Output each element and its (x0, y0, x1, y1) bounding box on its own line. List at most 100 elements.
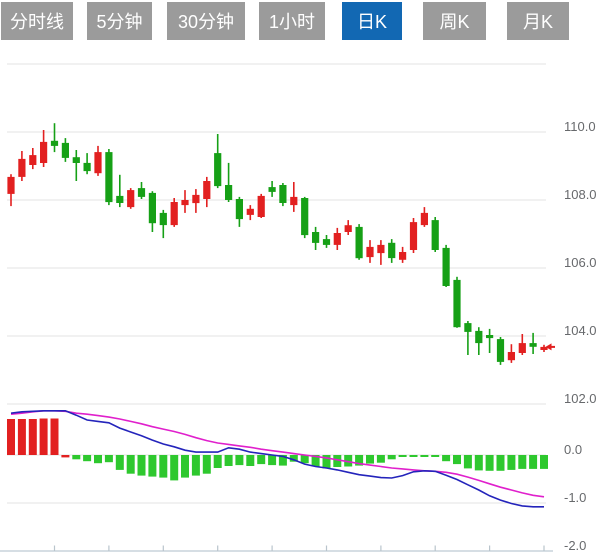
macd-axis-label: -1.0 (564, 490, 586, 505)
dea-line (10, 409, 545, 498)
candle-body (257, 195, 265, 217)
candle-body (279, 185, 287, 203)
macd-bar (376, 455, 385, 463)
macd-bar (289, 455, 298, 462)
macd-bar (507, 455, 516, 470)
candles (7, 123, 548, 365)
macd-bar (39, 418, 48, 455)
macd-bar (420, 455, 429, 457)
macd-bar (7, 419, 15, 455)
macd-bar (387, 455, 396, 460)
macd-bar (409, 455, 418, 457)
macd-axis-label: 0.0 (564, 442, 582, 457)
candle-body (333, 233, 341, 245)
candle-body (83, 162, 91, 172)
candle-body (181, 200, 189, 206)
tab-分时线[interactable]: 分时线 (1, 2, 73, 40)
macd-axis-label: -2.0 (564, 538, 586, 553)
candle-body (105, 152, 113, 203)
candle-body (322, 239, 331, 245)
candle-body (127, 190, 135, 208)
price-axis-label: 110.0 (564, 119, 596, 134)
period-tab-bar: 分时线 5分钟 30分钟 1小时 日K 周K 月K (0, 0, 613, 42)
candle-body (214, 153, 222, 187)
macd-bar (355, 455, 364, 466)
candle-body (453, 279, 461, 328)
gridlines (7, 63, 546, 504)
candle-body (420, 212, 428, 226)
macd-bar (61, 455, 70, 458)
price-axis-label: 106.0 (564, 255, 597, 270)
macd-bar (453, 455, 461, 465)
candle-body (18, 158, 26, 177)
last-price-arrow-icon (545, 343, 552, 351)
macd-bar (278, 455, 287, 466)
macd-bar (50, 418, 59, 455)
macd-bar (496, 455, 505, 471)
y-axis-labels: 110.0 108.0 106.0 104.0 102.0 0.0 -1.0 -2.0 (564, 119, 597, 553)
candle-body (7, 176, 15, 194)
macd-bar (431, 455, 440, 457)
candle-body (159, 212, 167, 226)
macd-bar (159, 455, 168, 478)
macd-bar (463, 455, 472, 469)
candle-body (268, 187, 276, 192)
candle-body (61, 142, 69, 158)
macd-bar (474, 455, 483, 471)
macd-bar (224, 455, 233, 466)
candle-body (496, 339, 505, 362)
candle-body (366, 246, 374, 258)
candle-body (29, 155, 37, 165)
candle-body (529, 343, 537, 347)
macd-bar (72, 455, 81, 460)
tab-1小时[interactable]: 1小时 (259, 2, 325, 40)
macd-bar (333, 455, 342, 467)
candle-body (148, 192, 156, 224)
macd-bar (235, 455, 244, 466)
macd-bar (126, 455, 135, 474)
candle-body (290, 196, 298, 206)
tab-日K[interactable]: 日K (342, 2, 402, 40)
last-price-arrow-tail (551, 345, 555, 348)
tab-周K[interactable]: 周K (423, 2, 486, 40)
price-axis-label: 104.0 (564, 323, 597, 338)
macd-bar (181, 455, 189, 478)
x-axis (0, 545, 553, 552)
candle-body (388, 242, 396, 259)
macd-bar (518, 455, 527, 469)
candle-body (137, 188, 146, 197)
macd-bar (311, 455, 320, 467)
macd-bar (83, 455, 92, 462)
candle-body (72, 157, 80, 163)
macd-bar (257, 455, 266, 465)
candle-body (344, 225, 352, 232)
candle-body (431, 220, 439, 250)
macd-bar (322, 455, 331, 469)
candle-body (225, 185, 233, 200)
tab-月K[interactable]: 月K (507, 2, 569, 40)
candle-body (409, 222, 418, 250)
macd-bar (442, 455, 451, 462)
candle-body (518, 343, 526, 353)
macd-bar (300, 455, 309, 464)
macd-bar (148, 455, 157, 477)
candle-body (203, 181, 211, 199)
candle-body (464, 323, 472, 332)
tab-30分钟[interactable]: 30分钟 (167, 2, 245, 40)
macd-bar (115, 455, 124, 470)
macd-bar (137, 455, 146, 476)
macd-bar (104, 455, 113, 463)
macd-bar (268, 455, 277, 466)
macd-bar (540, 455, 548, 469)
macd-bar (213, 455, 222, 468)
candle-body (442, 247, 450, 286)
macd-histogram (7, 418, 548, 481)
macd-bar (191, 455, 200, 476)
tab-5分钟[interactable]: 5分钟 (87, 2, 152, 40)
candle-body (50, 140, 59, 146)
candle-body (486, 335, 494, 339)
macd-bar (202, 455, 211, 474)
candle-body (312, 232, 320, 243)
last-price-marker (545, 343, 555, 351)
